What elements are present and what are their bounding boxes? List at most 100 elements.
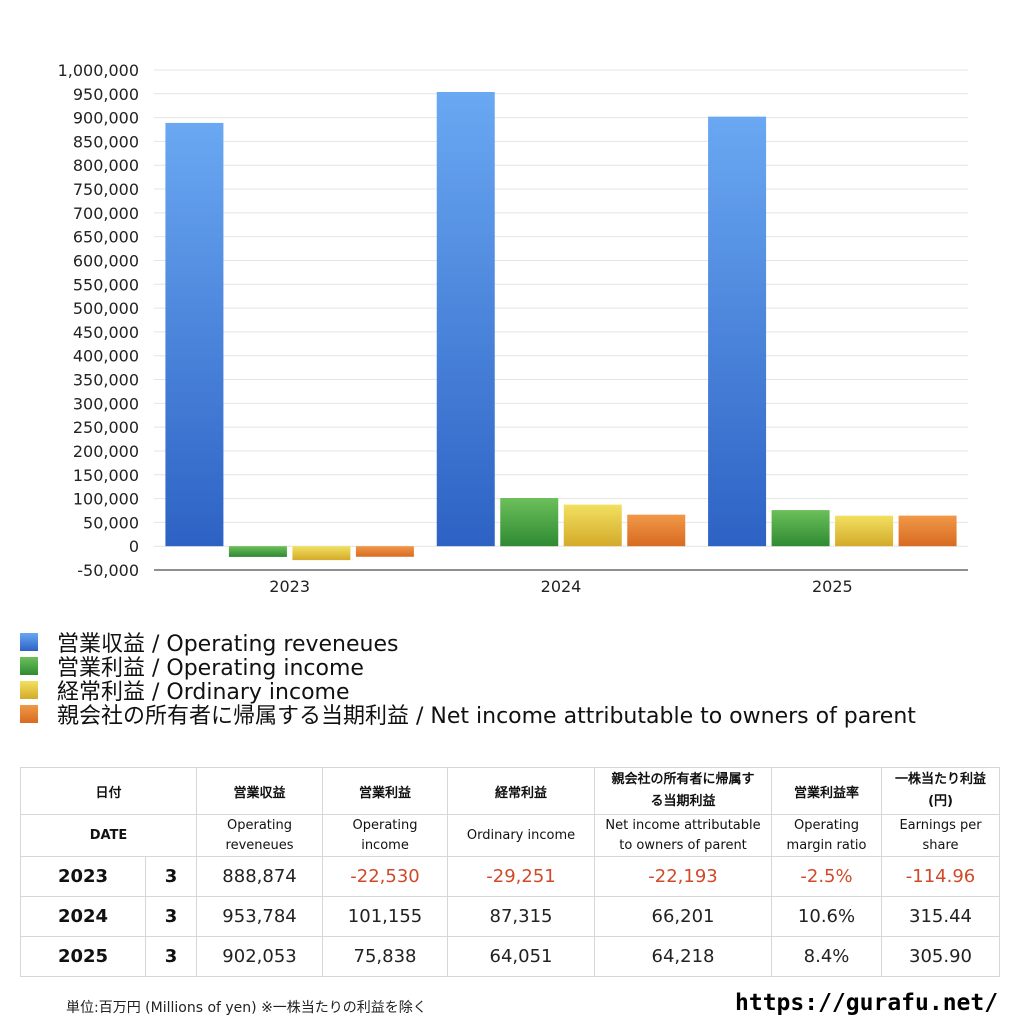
bar-chart: 1,000,000 950,000 900,000 850,000 800,000 750… — [58, 61, 968, 596]
y-tick-label: 50,000 — [83, 513, 139, 532]
cell-net-income: 64,218 — [594, 936, 773, 977]
cell-ord-income: 64,051 — [447, 936, 596, 977]
cell-net-income: -22,193 — [594, 856, 773, 897]
y-tick-label: 150,000 — [73, 466, 139, 485]
bar — [627, 514, 686, 547]
cell-year: 2025 — [20, 936, 146, 977]
header-revenue-en: Operating reveneues — [196, 814, 324, 857]
header-ord-income-en: Ordinary income — [447, 814, 596, 857]
x-tick-label: 2024 — [541, 577, 582, 596]
cell-op-income: -22,530 — [322, 856, 449, 897]
legend-item-operating-income: 営業利益 / Operating income — [20, 654, 916, 681]
cell-revenue: 888,874 — [196, 856, 324, 897]
y-tick-label: -50,000 — [77, 561, 139, 580]
cell-op-income: 101,155 — [322, 896, 449, 937]
y-tick-label: 500,000 — [73, 299, 139, 318]
header-date-jp: 日付 — [19, 767, 198, 815]
table-row: 2025 3 902,053 75,838 64,051 64,218 8.4%… — [20, 936, 1001, 977]
table-header-row-jp: 日付 営業収益 営業利益 経常利益 親会社の所有者に帰属する当期利益 営業利益率… — [19, 767, 1001, 815]
y-tick-label: 800,000 — [73, 156, 139, 175]
y-tick-label: 950,000 — [73, 85, 139, 104]
site-url: https://gurafu.net/ — [735, 990, 999, 1016]
x-tick-label: 2025 — [812, 577, 853, 596]
y-tick-label: 450,000 — [73, 323, 139, 342]
header-margin-en-text: Operating margin ratio — [786, 817, 867, 853]
cell-ord-income: 87,315 — [447, 896, 596, 937]
bar — [563, 504, 622, 547]
cell-month: 3 — [144, 856, 198, 897]
table-row: 2023 3 888,874 -22,530 -29,251 -22,193 -… — [20, 856, 1001, 897]
bar — [355, 546, 414, 557]
header-revenue-jp: 営業収益 — [196, 767, 324, 815]
y-tick-label: 600,000 — [73, 251, 139, 270]
header-margin-jp: 営業利益率 — [771, 767, 883, 815]
header-date-en: DATE — [19, 814, 198, 857]
bar — [708, 116, 767, 547]
y-tick-label: 850,000 — [73, 132, 139, 151]
cell-revenue: 953,784 — [196, 896, 324, 937]
header-net-income-en-text: Net income attributable to owners of par… — [605, 817, 761, 853]
financial-data-table: 日付 営業収益 営業利益 経常利益 親会社の所有者に帰属する当期利益 営業利益率… — [19, 767, 1001, 977]
header-eps-jp: 一株当たり利益(円) — [881, 767, 1001, 815]
y-tick-label: 550,000 — [73, 275, 139, 294]
cell-net-income: 66,201 — [594, 896, 773, 937]
cell-revenue: 902,053 — [196, 936, 324, 977]
cell-eps: 315.44 — [881, 896, 1001, 937]
legend-label: 親会社の所有者に帰属する当期利益 / Net income attributab… — [57, 704, 916, 729]
legend-label: 経常利益 / Ordinary income — [57, 680, 350, 705]
header-revenue-en-text: Operating reveneues — [225, 817, 294, 853]
y-tick-label: 200,000 — [73, 442, 139, 461]
cell-ord-income: -29,251 — [447, 856, 596, 897]
header-eps-en: Earnings per share — [881, 814, 1001, 857]
header-margin-en: Operating margin ratio — [771, 814, 883, 857]
y-tick-label: 0 — [129, 537, 139, 556]
y-tick-label: 100,000 — [73, 490, 139, 509]
y-tick-label: 250,000 — [73, 418, 139, 437]
y-tick-label: 300,000 — [73, 394, 139, 413]
cell-margin: 10.6% — [771, 896, 883, 937]
legend-item-ordinary-income: 経常利益 / Ordinary income — [20, 678, 916, 705]
legend-swatch-blue — [20, 633, 38, 651]
y-tick-label: 900,000 — [73, 109, 139, 128]
header-op-income-jp: 営業利益 — [322, 767, 449, 815]
legend-item-net-income: 親会社の所有者に帰属する当期利益 / Net income attributab… — [20, 702, 916, 729]
bar — [292, 546, 351, 561]
header-ord-income-jp: 経常利益 — [447, 767, 596, 815]
legend-swatch-green — [20, 657, 38, 675]
header-net-income-en: Net income attributable to owners of par… — [594, 814, 773, 857]
cell-month: 3 — [144, 936, 198, 977]
table-row: 2024 3 953,784 101,155 87,315 66,201 10.… — [20, 896, 1001, 937]
legend-label: 営業利益 / Operating income — [57, 656, 364, 681]
cell-year: 2024 — [20, 896, 146, 937]
chart-legend: 営業収益 / Operating reveneues 営業利益 / Operat… — [20, 630, 916, 729]
y-tick-label: 650,000 — [73, 228, 139, 247]
legend-swatch-orange — [20, 705, 38, 723]
cell-eps: -114.96 — [881, 856, 1001, 897]
unit-note: 単位:百万円 (Millions of yen) ※一株当たりの利益を除く — [66, 1000, 427, 1016]
cell-eps: 305.90 — [881, 936, 1001, 977]
bar — [436, 92, 495, 547]
x-tick-label: 2023 — [269, 577, 310, 596]
cell-year: 2023 — [20, 856, 146, 897]
header-net-income-jp-text: 親会社の所有者に帰属する当期利益 — [611, 772, 755, 809]
cell-month: 3 — [144, 896, 198, 937]
y-tick-label: 350,000 — [73, 371, 139, 390]
header-eps-jp-text: 一株当たり利益(円) — [895, 772, 987, 809]
bar — [165, 122, 224, 547]
y-tick-label: 400,000 — [73, 347, 139, 366]
legend-item-operating-revenues: 営業収益 / Operating reveneues — [20, 630, 916, 657]
y-tick-label: 700,000 — [73, 204, 139, 223]
header-op-income-en-text: Operating income — [352, 817, 418, 853]
y-tick-label: 750,000 — [73, 180, 139, 199]
bar — [898, 515, 957, 547]
bar — [500, 498, 559, 547]
bar — [228, 546, 287, 557]
cell-margin: -2.5% — [771, 856, 883, 897]
cell-op-income: 75,838 — [322, 936, 449, 977]
bar — [771, 510, 830, 547]
legend-label: 営業収益 / Operating reveneues — [57, 632, 399, 657]
bar — [835, 515, 894, 547]
legend-swatch-yellow — [20, 681, 38, 699]
y-tick-label: 1,000,000 — [58, 61, 139, 80]
table-header-row-en: DATE Operating reveneues Operating incom… — [19, 814, 1001, 857]
